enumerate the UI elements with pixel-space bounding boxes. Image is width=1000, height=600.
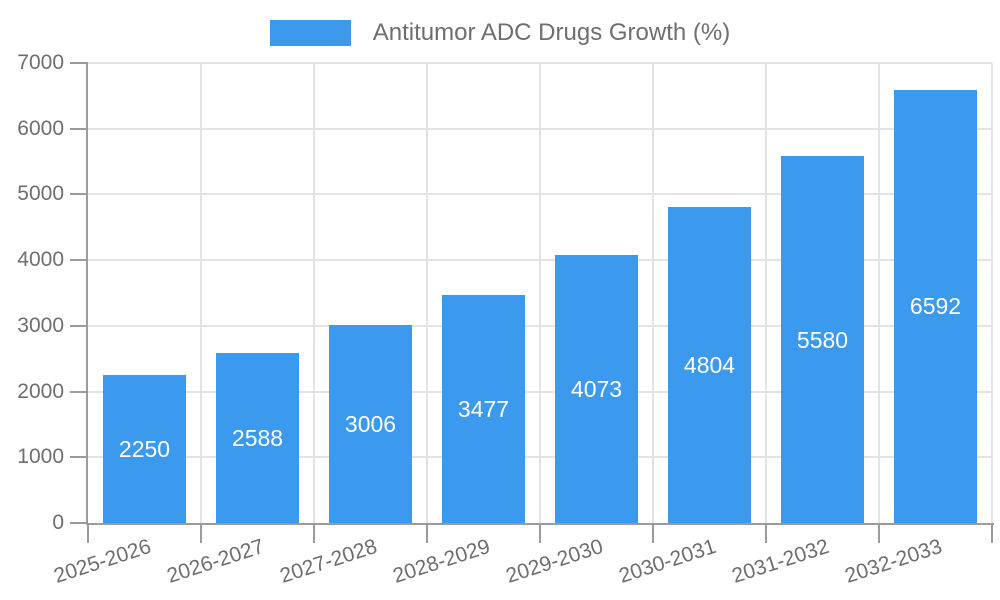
legend-swatch-icon xyxy=(269,20,351,46)
bar-value-label: 3006 xyxy=(344,411,397,438)
y-axis-tick xyxy=(70,127,88,130)
x-axis-tick xyxy=(765,525,767,543)
x-axis-tick xyxy=(200,525,202,543)
gridline-vertical xyxy=(539,63,541,523)
bar-2029-2030[interactable] xyxy=(555,255,638,523)
y-axis-tick xyxy=(70,62,88,64)
y-axis-label: 5000 xyxy=(17,182,64,206)
x-axis-label: 2030-2031 xyxy=(616,534,719,588)
y-axis-tick xyxy=(70,522,88,524)
gridline-vertical xyxy=(878,63,880,523)
x-axis-label: 2032-2033 xyxy=(842,534,945,588)
bar-2027-2028[interactable] xyxy=(329,325,412,523)
gridline-vertical xyxy=(313,63,315,523)
y-axis-tick xyxy=(70,193,88,196)
bar-2031-2032[interactable] xyxy=(781,156,864,523)
bar-2032-2033[interactable] xyxy=(894,89,977,523)
y-axis-label: 2000 xyxy=(17,379,64,403)
gridline-vertical xyxy=(991,63,993,523)
bar-2025-2026[interactable] xyxy=(103,375,186,523)
bar-value-label: 4073 xyxy=(570,376,623,403)
gridline-vertical xyxy=(652,63,654,523)
x-axis-tick xyxy=(87,525,89,543)
bar-value-label: 2250 xyxy=(118,436,171,463)
y-axis-tick xyxy=(70,456,88,459)
x-axis-label: 2028-2029 xyxy=(390,534,493,588)
x-axis-label: 2025-2026 xyxy=(51,534,154,588)
x-axis-line xyxy=(86,523,994,525)
bar-2026-2027[interactable] xyxy=(216,352,299,523)
y-axis-line xyxy=(86,63,88,525)
y-axis-label: 0 xyxy=(52,511,64,534)
x-axis-label: 2026-2027 xyxy=(164,534,267,588)
y-axis-tick xyxy=(70,390,88,393)
x-axis-tick xyxy=(313,525,315,543)
bar-2030-2031[interactable] xyxy=(668,207,751,523)
legend-label: Antitumor ADC Drugs Growth (%) xyxy=(372,19,731,46)
x-axis-tick xyxy=(878,525,880,543)
y-axis-label: 6000 xyxy=(17,116,64,140)
gridline-vertical xyxy=(765,63,767,523)
y-axis-tick xyxy=(70,324,88,327)
x-axis-label: 2029-2030 xyxy=(503,534,606,588)
y-axis-tick xyxy=(70,259,88,262)
gridline-vertical xyxy=(200,63,202,523)
x-axis-tick xyxy=(991,525,993,543)
bar-value-label: 4804 xyxy=(683,352,736,379)
bar-value-label: 3477 xyxy=(457,395,510,422)
y-axis-label: 7000 xyxy=(17,51,64,74)
y-axis-label: 4000 xyxy=(17,248,64,272)
x-axis-tick xyxy=(652,525,654,543)
x-axis-tick xyxy=(539,525,541,543)
y-axis-label: 3000 xyxy=(17,313,64,337)
x-axis-label: 2031-2032 xyxy=(729,534,832,588)
x-axis-tick xyxy=(426,525,428,543)
gridline-vertical xyxy=(426,63,428,523)
x-axis-label: 2027-2028 xyxy=(277,534,380,588)
y-axis-label: 1000 xyxy=(17,445,64,469)
bar-value-label: 6592 xyxy=(909,293,962,320)
bar-value-label: 2588 xyxy=(231,424,284,451)
bar-value-label: 5580 xyxy=(796,326,849,353)
legend[interactable]: Antitumor ADC Drugs Growth (%) xyxy=(0,19,1000,47)
bar-2028-2029[interactable] xyxy=(442,294,525,523)
